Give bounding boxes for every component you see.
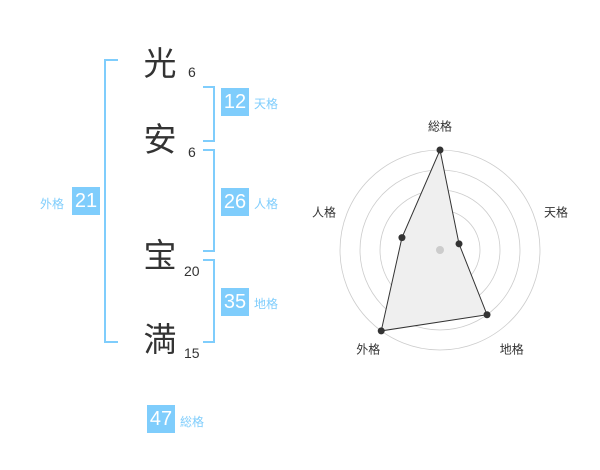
- data-point: [483, 311, 491, 319]
- axis-label: 天格: [544, 205, 569, 220]
- chikaku-value: 35: [221, 288, 249, 316]
- axis-label: 外格: [356, 342, 381, 357]
- tenkaku-value: 12: [221, 88, 249, 116]
- data-point: [398, 234, 406, 242]
- soukaku-value: 47: [147, 405, 175, 433]
- character-4: 満: [143, 320, 177, 359]
- jinkaku-bracket: [203, 149, 215, 252]
- tenkaku-label: 天格: [254, 97, 279, 111]
- character-2: 安: [143, 120, 177, 159]
- axis-label: 地格: [499, 342, 524, 357]
- stroke-count-2: 6: [188, 144, 196, 160]
- tenkaku-bracket: [203, 86, 215, 142]
- axis-label: 総格: [427, 119, 453, 134]
- soukaku-label: 総格: [180, 415, 205, 429]
- gaikaku-label: 外格: [40, 197, 65, 211]
- gaikaku-bracket: [104, 59, 118, 343]
- data-point: [377, 327, 385, 335]
- jinkaku-label: 人格: [254, 197, 279, 211]
- chikaku-bracket: [203, 259, 215, 343]
- stroke-count-1: 6: [188, 64, 196, 80]
- axis-label: 人格: [311, 205, 336, 220]
- stroke-count-3: 20: [184, 263, 200, 279]
- stroke-count-4: 15: [184, 345, 200, 361]
- jinkaku-value: 26: [221, 188, 249, 216]
- data-point: [436, 146, 444, 154]
- chikaku-label: 地格: [254, 297, 279, 311]
- data-polygon: [380, 148, 488, 332]
- data-point: [455, 240, 463, 248]
- character-3: 宝: [143, 236, 177, 275]
- gaikaku-value: 21: [72, 187, 100, 215]
- center-dot: [436, 246, 444, 254]
- character-1: 光: [143, 44, 177, 83]
